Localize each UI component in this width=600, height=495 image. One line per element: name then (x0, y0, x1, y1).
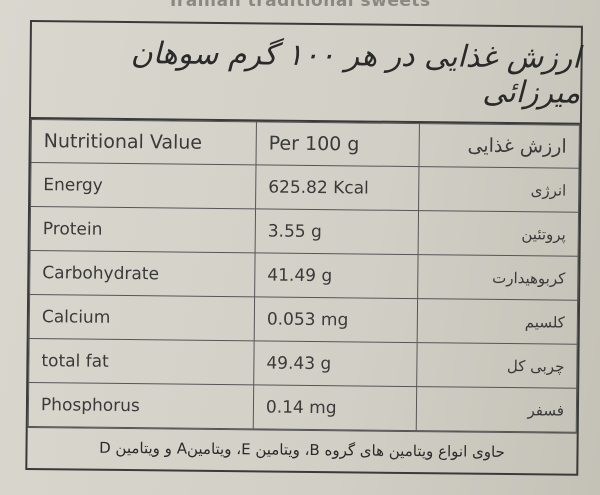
table-row: Phosphorus 0.14 mg فسفر (28, 382, 577, 433)
table-row: Protein 3.55 g پروتئین (30, 206, 579, 257)
table-cell: کربوهیدارت (417, 254, 579, 301)
table-cell: انرژی (418, 166, 579, 213)
table-cell: 0.053 mg (254, 296, 418, 343)
table-cell: پروتئین (418, 210, 579, 257)
column-header: Per 100 g (255, 121, 420, 167)
table-cell: کلسیم (417, 298, 578, 345)
table-cell: 0.14 mg (253, 384, 417, 431)
table-cell: 625.82 Kcal (255, 164, 419, 211)
nutrition-table: Nutritional Value Per 100 g ارزش غذایی Ener… (28, 119, 580, 433)
column-header: Nutritional Value (31, 119, 257, 165)
table-cell: Energy (30, 162, 256, 209)
table-cell: 3.55 g (255, 208, 419, 255)
table-body: Nutritional Value Per 100 g ارزش غذایی Ener… (28, 119, 580, 433)
table-cell: Calcium (29, 294, 255, 341)
table-row: Carbohydrate 41.49 g کربوهیدارت (29, 250, 579, 301)
footer-note: حاوی انواع ویتامین های گروه B، ویتامین E… (27, 426, 577, 472)
top-text: Iranian traditional sweets (170, 0, 431, 11)
table-cell: total fat (28, 338, 255, 385)
table-cell: چربی کل (416, 342, 578, 389)
table-row: Energy 625.82 Kcal انرژی (30, 162, 579, 213)
table-cell: Carbohydrate (29, 250, 256, 297)
table-cell: 41.49 g (254, 252, 419, 299)
table-row: total fat 49.43 g چربی کل (28, 338, 578, 389)
table-cell: Phosphorus (28, 382, 254, 429)
table-row: Calcium 0.053 mg کلسیم (29, 294, 578, 345)
table-cell: 49.43 g (253, 340, 418, 387)
table-cell: فسفر (416, 386, 577, 433)
nutrition-box: ارزش غذایی در هر ۱۰۰ گرم سوهان میرزائی N… (25, 20, 583, 476)
title: ارزش غذایی در هر ۱۰۰ گرم سوهان میرزائی (30, 22, 581, 125)
column-header: ارزش غذایی (418, 123, 580, 169)
table-cell: Protein (30, 206, 256, 253)
header-row: Nutritional Value Per 100 g ارزش غذایی (31, 119, 580, 169)
